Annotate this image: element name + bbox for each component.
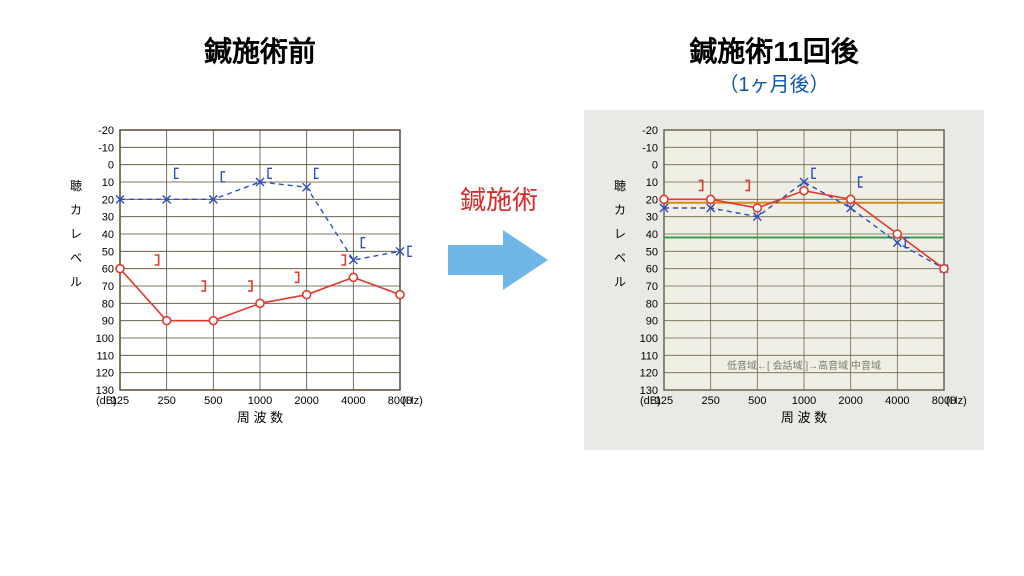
x-axis-label: 周 波 数 — [781, 410, 827, 425]
unit-db: (dB) — [640, 395, 661, 407]
x-axis-label: 周 波 数 — [237, 410, 283, 425]
y-tick: -10 — [642, 142, 658, 154]
y-tick: 90 — [102, 316, 114, 328]
x-tick: 250 — [701, 395, 719, 407]
y-axis-label-char: ベ — [70, 251, 82, 265]
y-tick: 120 — [640, 368, 658, 380]
x-tick: 1000 — [248, 395, 272, 407]
y-tick: 40 — [646, 229, 658, 241]
y-tick: 30 — [646, 212, 658, 224]
title-before: 鍼施術前 — [110, 30, 410, 70]
y-tick: 0 — [652, 160, 658, 172]
y-tick: 30 — [102, 212, 114, 224]
y-tick: 0 — [108, 160, 114, 172]
y-tick: 70 — [102, 281, 114, 293]
y-axis-label-char: ル — [614, 275, 626, 289]
y-axis-label-char: レ — [70, 227, 82, 241]
y-tick: 80 — [102, 298, 114, 310]
y-axis-label-char: ル — [70, 275, 82, 289]
y-tick: 50 — [646, 246, 658, 258]
y-axis-label-char: ベ — [614, 251, 626, 265]
footer-range-text: 低音域←[ 会話域 ]→高音域 中音域 — [727, 359, 881, 372]
x-tick: 250 — [157, 395, 175, 407]
x-tick: 2000 — [838, 395, 862, 407]
y-tick: 120 — [96, 368, 114, 380]
x-tick: 500 — [748, 395, 766, 407]
y-tick: -10 — [98, 142, 114, 154]
x-tick: 2000 — [294, 395, 318, 407]
title-after: 鍼施術11回後 — [604, 30, 944, 70]
y-tick: 20 — [102, 194, 114, 206]
y-tick: 60 — [646, 264, 658, 276]
y-tick: 80 — [646, 298, 658, 310]
y-tick: 50 — [102, 246, 114, 258]
subtitle-after: （1ヶ月後） — [604, 68, 944, 97]
y-tick: 110 — [96, 350, 114, 362]
unit-hz: (Hz) — [946, 395, 967, 407]
x-tick: 4000 — [341, 395, 365, 407]
y-tick: 10 — [102, 177, 114, 189]
unit-db: (dB) — [96, 395, 117, 407]
y-tick: 40 — [102, 229, 114, 241]
audiogram-after: -20-100102030405060708090100110120130125… — [584, 110, 984, 450]
unit-hz: (Hz) — [402, 395, 423, 407]
arrow-icon — [448, 230, 548, 290]
y-tick: -20 — [98, 125, 114, 137]
y-axis-label-char: カ — [70, 203, 82, 217]
y-tick: 100 — [640, 333, 658, 345]
mid-treatment-label: 鍼施術 — [460, 180, 538, 217]
x-tick: 500 — [204, 395, 222, 407]
y-tick: 70 — [646, 281, 658, 293]
y-tick: 100 — [96, 333, 114, 345]
x-tick: 1000 — [792, 395, 816, 407]
x-tick: 4000 — [885, 395, 909, 407]
y-tick: 60 — [102, 264, 114, 276]
y-tick: -20 — [642, 125, 658, 137]
y-axis-label-char: 聴 — [614, 179, 626, 193]
y-axis-label-char: レ — [614, 227, 626, 241]
y-tick: 110 — [640, 350, 658, 362]
y-tick: 10 — [646, 177, 658, 189]
y-axis-label-char: 聴 — [70, 179, 82, 193]
y-axis-label-char: カ — [614, 203, 626, 217]
y-tick: 20 — [646, 194, 658, 206]
audiogram-before: -20-100102030405060708090100110120130125… — [40, 110, 440, 450]
y-tick: 90 — [646, 316, 658, 328]
